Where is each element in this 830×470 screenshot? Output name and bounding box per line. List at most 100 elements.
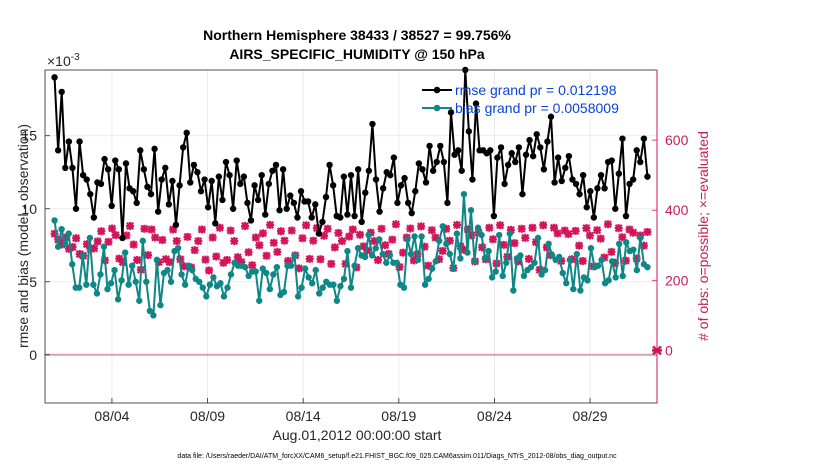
bias-point-79 xyxy=(330,281,337,288)
rmse-point-28 xyxy=(151,145,158,153)
rmse-point-58 xyxy=(258,171,265,179)
bias-point-123 xyxy=(485,247,492,255)
obs-marker-82 xyxy=(345,232,354,241)
obs-marker-56 xyxy=(251,233,260,242)
rmse-point-88 xyxy=(365,167,373,174)
bias-point-88 xyxy=(361,253,369,261)
bias-point-95 xyxy=(386,252,394,259)
obs-marker-32 xyxy=(165,258,174,267)
bias-point-45 xyxy=(210,274,217,281)
rmse-point-114 xyxy=(458,167,465,174)
obs-marker-155 xyxy=(607,247,616,256)
bias-point-81 xyxy=(337,282,344,290)
bias-point-82 xyxy=(340,275,348,283)
bias-point-154 xyxy=(594,262,602,269)
obs-marker-95 xyxy=(391,220,400,229)
rmse-point-105 xyxy=(426,142,433,150)
bias-point-160 xyxy=(616,240,623,248)
rmse-point-39 xyxy=(190,161,198,169)
obs-marker-21 xyxy=(126,221,135,230)
bias-point-135 xyxy=(527,263,535,271)
bias-point-124 xyxy=(488,274,496,281)
bias-point-7 xyxy=(76,284,83,291)
bias-point-100 xyxy=(404,236,411,243)
rmse-point-92 xyxy=(379,185,387,192)
rmse-point-122 xyxy=(487,147,494,154)
obs-marker-17 xyxy=(111,231,120,240)
bias-point-168 xyxy=(644,263,651,271)
bias-point-65 xyxy=(280,288,288,296)
bias-point-122 xyxy=(481,255,489,262)
obs-marker-107 xyxy=(435,255,444,264)
rmse-point-131 xyxy=(519,190,526,198)
obs-marker-18 xyxy=(115,254,124,263)
obs-marker-61 xyxy=(269,238,278,247)
obs-marker-27 xyxy=(147,225,156,234)
rmse-point-87 xyxy=(362,189,369,196)
obs-marker-146 xyxy=(575,241,584,250)
rmse-point-20 xyxy=(122,160,130,167)
obs-marker-42 xyxy=(201,255,210,264)
rmse-point-123 xyxy=(490,212,498,220)
bias-point-125 xyxy=(492,268,499,275)
obs-marker-130 xyxy=(517,224,526,233)
rmse-point-11 xyxy=(90,214,98,221)
rmse-point-6 xyxy=(72,205,80,212)
bias-point-5 xyxy=(69,261,76,268)
bias-point-101 xyxy=(407,250,415,258)
x-tick-label-1: 08/09 xyxy=(190,408,225,424)
bias-point-102 xyxy=(411,233,418,240)
x-tick-label-3: 08/19 xyxy=(381,408,416,424)
rmse-point-1 xyxy=(54,147,62,154)
bias-point-103 xyxy=(414,256,422,264)
legend: rmse grand pr = 0.012198 bias grand pr =… xyxy=(422,82,619,116)
rmse-point-5 xyxy=(69,164,76,172)
obs-marker-110 xyxy=(445,236,454,245)
rmse-point-41 xyxy=(197,188,205,195)
obs-marker-85 xyxy=(355,230,364,239)
obs-marker-59 xyxy=(262,251,271,260)
rmse-point-85 xyxy=(354,166,362,173)
rmse-point-147 xyxy=(576,190,583,198)
rmse-point-83 xyxy=(347,171,355,179)
obs-marker-0 xyxy=(50,229,59,238)
bias-point-39 xyxy=(188,266,196,274)
rmse-point-50 xyxy=(229,205,237,212)
bias-point-69 xyxy=(294,293,302,300)
bias-point-27 xyxy=(146,307,154,315)
bias-point-15 xyxy=(104,285,111,293)
obs-marker-70 xyxy=(302,221,311,230)
rmse-point-141 xyxy=(554,154,562,161)
y-axis-left-label: rmse and bias (model - observation) xyxy=(15,124,31,348)
rmse-point-30 xyxy=(158,176,165,183)
obs-marker-53 xyxy=(241,221,250,230)
rmse-point-163 xyxy=(633,147,640,154)
bias-point-107 xyxy=(428,265,436,272)
rmse-point-72 xyxy=(308,214,315,221)
obs-marker-37 xyxy=(183,232,192,241)
rmse-point-142 xyxy=(558,177,565,185)
rmse-point-33 xyxy=(169,177,176,185)
obs-marker-139 xyxy=(550,223,559,232)
rmse-point-149 xyxy=(583,204,590,211)
obs-marker-3 xyxy=(61,233,70,242)
obs-marker-16 xyxy=(108,224,117,233)
bias-point-71 xyxy=(301,265,309,272)
obs-marker-142 xyxy=(560,226,569,235)
bias-point-162 xyxy=(623,239,630,246)
rmse-point-152 xyxy=(594,185,601,192)
rmse-point-137 xyxy=(540,166,548,173)
obs-marker-122 xyxy=(488,235,497,244)
obs-marker-30 xyxy=(158,236,167,245)
rmse-point-81 xyxy=(340,173,348,180)
bias-point-67 xyxy=(287,262,295,269)
rmse-point-3 xyxy=(62,164,69,172)
obs-marker-2 xyxy=(57,240,66,249)
bias-point-114 xyxy=(453,230,461,237)
obs-marker-89 xyxy=(370,237,379,246)
rmse-point-132 xyxy=(522,151,530,158)
bias-point-106 xyxy=(425,275,432,283)
bias-point-105 xyxy=(421,281,429,288)
rmse-point-100 xyxy=(408,209,415,217)
rmse-point-146 xyxy=(572,180,580,188)
